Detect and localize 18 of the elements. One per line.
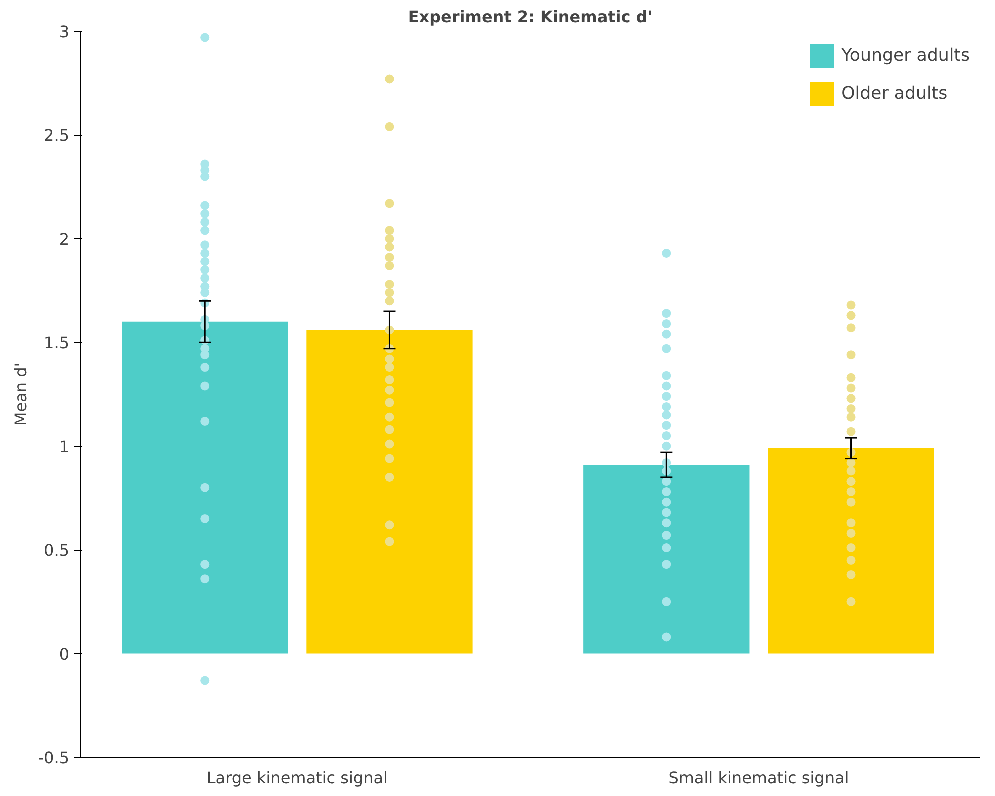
y-tick-label: 2 <box>59 230 70 249</box>
x-tick-label: Large kinematic signal <box>206 768 388 788</box>
legend-label: Younger adults <box>842 46 970 66</box>
y-tick-label: 1 <box>59 437 70 456</box>
y-tick-label: 1.5 <box>44 334 70 353</box>
bar <box>306 330 473 654</box>
bar <box>584 465 750 654</box>
y-tick-label: 3 <box>59 22 70 42</box>
y-tick-label: 2.5 <box>44 126 70 146</box>
y-tick-label: -0.5 <box>38 748 70 768</box>
y-axis-title: Mean d' <box>11 362 30 426</box>
bar <box>768 448 934 654</box>
y-tick-label: 0.5 <box>44 541 70 560</box>
x-tick-label: Small kinematic signal <box>668 768 850 788</box>
y-tick-label: 0 <box>59 644 70 664</box>
legend-label: Older adults <box>842 84 948 104</box>
chart-title: Experiment 2: Kinematic d' <box>408 8 653 26</box>
bar <box>122 322 288 654</box>
